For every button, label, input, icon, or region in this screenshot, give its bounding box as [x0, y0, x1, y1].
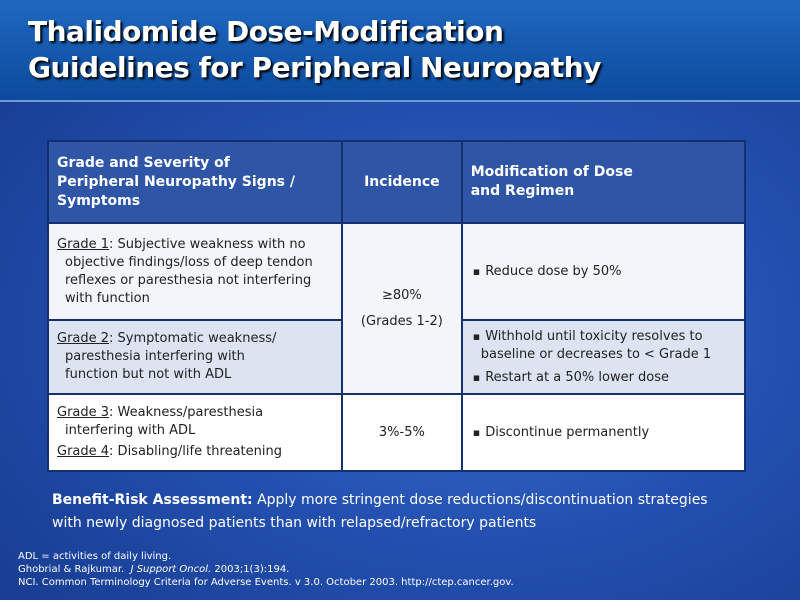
- grade-text: : Weakness/paresthesia interfering with …: [65, 405, 264, 438]
- column-header: Modification of Dose and Regimen: [460, 140, 747, 224]
- grade: Grade 4: [57, 444, 110, 459]
- title-line: Guidelines for Peripheral Neuropathy: [28, 51, 601, 84]
- grade-cell: Grade 3: Weakness/paresthesia interferin…: [46, 393, 344, 472]
- header-row: Grade and Severity of Peripheral Neuropa…: [46, 140, 747, 224]
- grade-text: : Subjective weakness with no objective …: [65, 236, 313, 306]
- modification: Restart at a 50% lower dose: [473, 369, 738, 387]
- title-bar: [0, 0, 800, 102]
- row: Grade 3: Weakness/paresthesia interferin…: [46, 393, 747, 472]
- grade: Grade 1: [57, 236, 110, 252]
- modification: Reduce dose by 50%: [473, 263, 738, 281]
- footnote: NCI. Common Terminology Criteria for Adv…: [18, 577, 514, 588]
- modification: Withhold until toxicity resolves to base…: [473, 328, 738, 364]
- column-header: Grade and Severity of Peripheral Neuropa…: [46, 140, 344, 224]
- incidence: ≥80%: [381, 287, 422, 303]
- footnote: Ghobrial & Rajkumar. J Support Oncol. 20…: [18, 563, 514, 576]
- grade-text: : Disabling/life threatening: [109, 444, 282, 459]
- modification: Discontinue permanently: [473, 424, 738, 442]
- grade-item: Grade 3: Weakness/paresthesia interferin…: [57, 404, 335, 440]
- guidelines-table: Grade and Severity of Peripheral Neuropa…: [46, 140, 747, 472]
- grade-item: Grade 2: Symptomatic weakness/ paresthes…: [57, 330, 335, 384]
- assessment-label: Benefit-Risk Assessment:: [52, 492, 253, 508]
- column-header: Incidence: [341, 140, 463, 224]
- modification-cell: Reduce dose by 50%: [460, 222, 747, 321]
- modification-cell: Discontinue permanently: [460, 393, 747, 472]
- incidence-cell: 3%-5%: [341, 393, 463, 472]
- assessment: Benefit-Risk Assessment: Apply more stri…: [52, 489, 732, 535]
- title-line: Thalidomide Dose-Modification: [28, 15, 504, 48]
- incidence: 3%-5%: [378, 424, 425, 440]
- details: 2003;1(3):194.: [214, 564, 290, 575]
- grade: Grade 3: [57, 405, 110, 420]
- incidence-note: (Grades 1-2): [360, 313, 443, 329]
- footnote: ADL = activities of daily living.: [18, 551, 172, 562]
- title: Thalidomide Dose-Modification Guidelines…: [28, 14, 601, 86]
- footnotes: ADL = activities of daily living. Ghobri…: [18, 550, 514, 589]
- grade-cell: Grade 1: Subjective weakness with no obj…: [46, 222, 344, 321]
- row: Grade 1: Subjective weakness with no obj…: [46, 222, 747, 395]
- grade-item: Grade 4: Disabling/life threatening: [57, 443, 335, 461]
- grade-text: : Symptomatic weakness/ paresthesia inte…: [65, 331, 277, 382]
- grade-item: Grade 1: Subjective weakness with no obj…: [57, 236, 335, 308]
- journal: J Support Oncol.: [130, 564, 212, 575]
- authors: Ghobrial & Rajkumar.: [18, 564, 125, 575]
- grade-cell: Grade 2: Symptomatic weakness/ paresthes…: [46, 319, 344, 395]
- grade: Grade 2: [57, 331, 110, 346]
- incidence-cell: ≥80% (Grades 1-2): [341, 222, 463, 395]
- assessment-text: Apply more stringent dose reductions/dis…: [52, 492, 708, 531]
- modification-cell: Withhold until toxicity resolves to base…: [460, 319, 747, 395]
